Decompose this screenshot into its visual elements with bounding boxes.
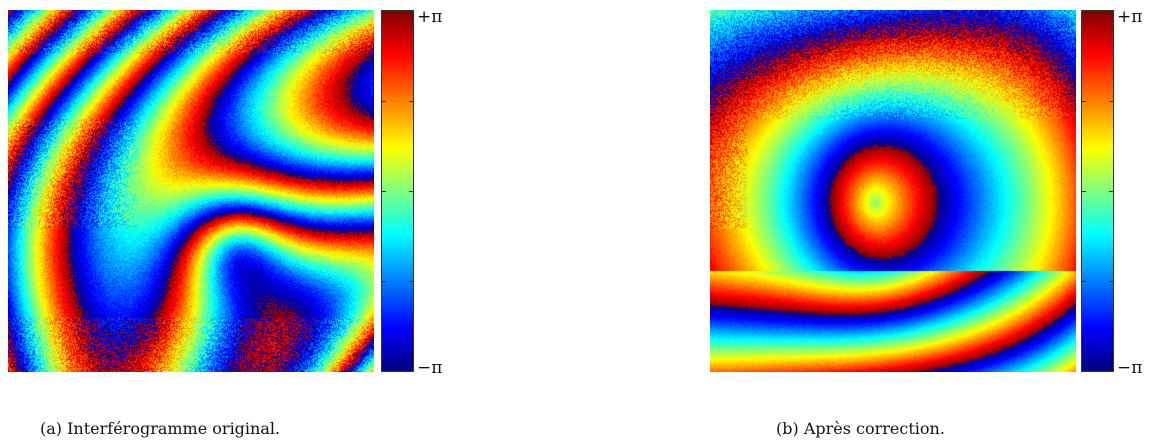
interferogram-original-image <box>8 10 374 372</box>
caption-a: (a) Interférogramme original. <box>40 419 281 438</box>
colorbar-tick <box>409 281 414 282</box>
phase-colorbar-a <box>381 10 414 372</box>
colorbar-tick <box>381 191 386 192</box>
caption-b: (b) Après correction. <box>776 419 945 438</box>
colorbar-tick <box>409 101 414 102</box>
figure-panel-a: +π −π (a) Interférogramme original. <box>0 0 560 448</box>
colorbar-tick <box>409 191 414 192</box>
interferogram-corrected-canvas <box>710 10 1076 372</box>
colorbar-max-label: +π <box>1117 7 1143 27</box>
colorbar-tick <box>1109 191 1114 192</box>
colorbar-max-label: +π <box>417 7 443 27</box>
phase-colorbar-b <box>1081 10 1114 372</box>
colorbar-tick <box>1109 281 1114 282</box>
colorbar-tick <box>381 101 386 102</box>
colorbar-tick <box>1081 191 1086 192</box>
colorbar-tick <box>1109 101 1114 102</box>
colorbar-min-label: −π <box>417 358 443 378</box>
figure-panel-b: +π −π (b) Après correction. <box>700 0 1161 448</box>
interferogram-corrected-image <box>710 10 1076 372</box>
colorbar-tick <box>1081 281 1086 282</box>
colorbar-tick <box>381 281 386 282</box>
colorbar-min-label: −π <box>1117 358 1143 378</box>
interferogram-original-canvas <box>8 10 374 372</box>
colorbar-tick <box>1081 101 1086 102</box>
